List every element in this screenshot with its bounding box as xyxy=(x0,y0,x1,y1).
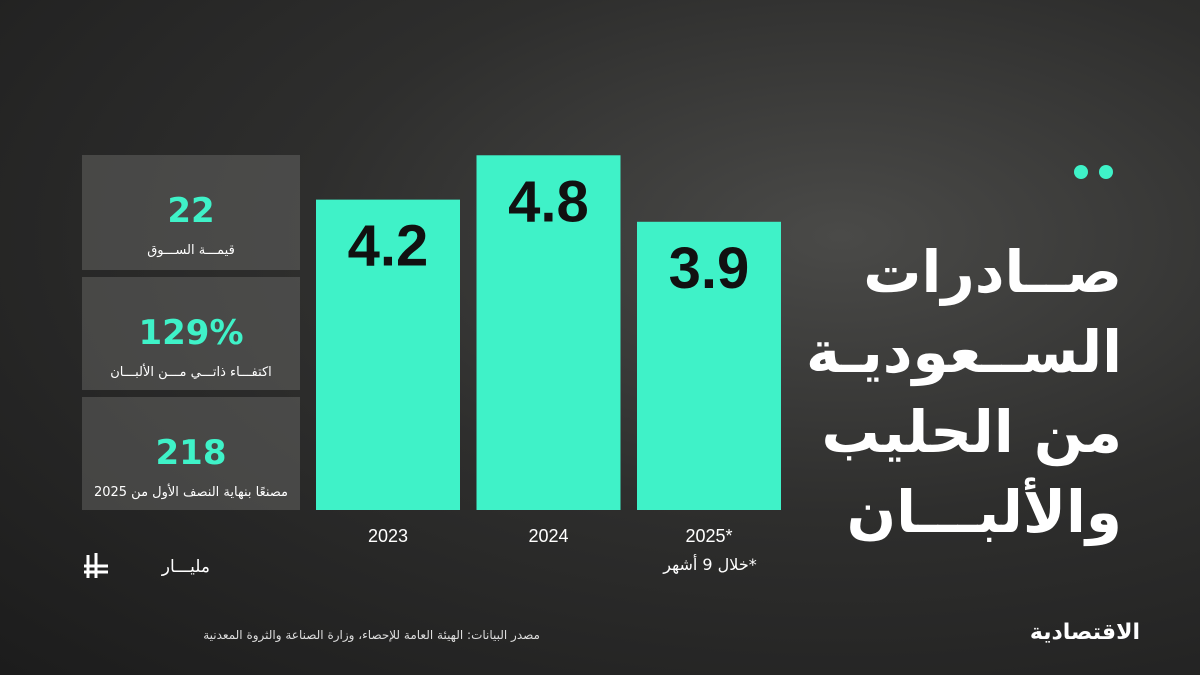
bar xyxy=(637,221,781,511)
bar xyxy=(316,199,460,510)
title-line: والألبـــان xyxy=(846,478,1122,546)
chart-note: *خلال 9 أشهر xyxy=(663,555,757,574)
stat-label: قيمـــة الســـوق xyxy=(147,243,235,258)
title-line: صــادرات xyxy=(863,238,1122,306)
brand: الاقتصادية xyxy=(1029,620,1140,645)
decor-dot xyxy=(1074,165,1088,179)
stat-label: اكتفـــاء ذاتـــي مـــن الألبـــان xyxy=(110,365,272,380)
stat-value: 129% xyxy=(138,313,244,353)
stat-box: 129% اكتفـــاء ذاتـــي مـــن الألبـــان xyxy=(82,277,300,390)
source: مصدر البيانات: الهيئة العامة للإحصاء، وز… xyxy=(203,628,540,642)
decor-dot xyxy=(1099,165,1113,179)
stat-box: 22 قيمـــة الســـوق xyxy=(82,155,300,270)
x-tick-label: 2023 xyxy=(368,526,408,546)
bar xyxy=(476,155,621,510)
stat-box: 218 مصنعًا بنهاية النصف الأول من 2025 xyxy=(82,397,300,510)
riyal-logo xyxy=(84,553,108,578)
x-tick-label: 2024 xyxy=(528,526,568,546)
stat-value: 218 xyxy=(155,433,227,473)
stat-value: 22 xyxy=(167,191,215,231)
unit-label: مليـــار xyxy=(161,557,210,577)
value-label: 3.9 xyxy=(669,236,750,301)
title-line: من الحليب xyxy=(821,398,1122,466)
stat-label: مصنعًا بنهاية النصف الأول من 2025 xyxy=(93,485,289,500)
chart-title: صــادرات الســعوديـة من الحليب والألبـــان xyxy=(762,232,1122,552)
title-line: الســعوديـة xyxy=(806,318,1122,386)
value-label: 4.8 xyxy=(508,169,589,234)
value-label: 4.2 xyxy=(348,214,429,279)
x-tick-label: 2025* xyxy=(685,526,732,546)
